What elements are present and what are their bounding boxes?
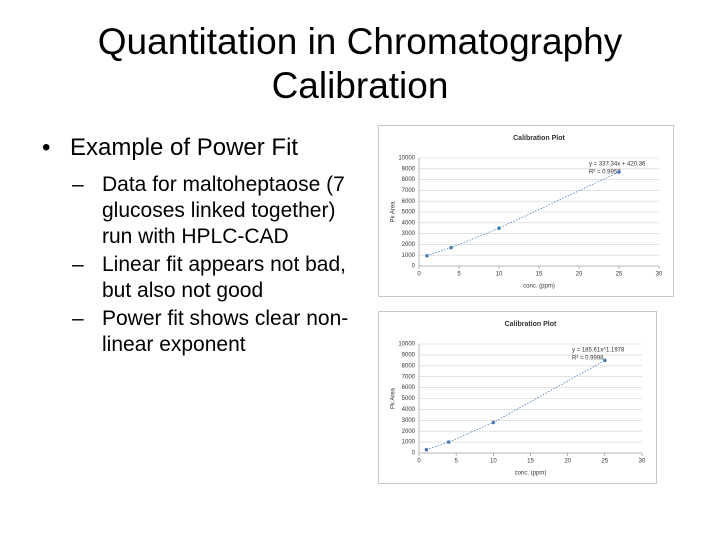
y-tick-label: 3000 [402,418,416,424]
annotation: y = 337.34x + 420.36 [589,162,646,168]
x-tick-label: 5 [457,272,461,278]
annotation: R² = 0.9957 [589,170,621,176]
y-tick-label: 0 [412,264,416,270]
bullet: Example of Power Fit [42,134,299,162]
slide-title: Quantitation in Chromatography Calibrati… [97,21,623,106]
annotation: y = 185.61x^1.1978 [572,348,625,354]
bullet-text: Example of Power Fit [70,134,299,161]
y-tick-label: 1000 [402,440,416,446]
y-tick-label: 9000 [402,166,416,172]
chart-title: Calibration Plot [505,321,557,328]
y-tick-label: 7000 [402,374,416,380]
chart: Calibration Plot conc. (ppm) Pk Area 0 1000 2… [378,125,674,297]
data-point [424,447,429,452]
annotation: R² = 0.9998 [572,356,604,362]
x-tick-label: 0 [417,272,421,278]
chart: Calibration Plot conc. (ppm) Pk Area 0 1000 2… [378,311,657,484]
y-tick-label: 1000 [402,253,416,259]
x-tick-label: 15 [536,272,543,278]
y-tick-label: 4000 [402,220,416,226]
x-tick-label: 10 [490,459,497,465]
x-tick-label: 30 [656,272,663,278]
x-tick-label: 25 [616,272,623,278]
y-axis-label: Pk Area [391,201,397,223]
y-tick-label: 4000 [402,407,416,413]
x-tick-label: 10 [496,272,503,278]
y-tick-label: 7000 [402,188,416,194]
x-tick-label: 20 [564,459,571,465]
y-tick-label: 9000 [402,352,416,358]
x-axis-label: conc. (ppm) [523,284,555,290]
y-tick-label: 5000 [402,210,416,216]
sub-bullet: Power fit shows clear non-linear exponen… [72,306,364,358]
x-tick-label: 15 [527,459,534,465]
y-axis-label: Pk Area [391,387,397,409]
trend-line [426,171,620,257]
data-point [617,170,621,174]
sub-bullet: Data for maltoheptaose (7 glucoses linke… [72,172,364,250]
x-tick-label: 30 [639,459,646,465]
y-tick-label: 8000 [402,363,416,369]
x-tick-label: 5 [454,459,458,465]
y-tick-label: 10000 [398,342,415,348]
x-tick-label: 25 [601,459,608,465]
y-tick-label: 2000 [402,429,416,435]
y-tick-label: 6000 [402,199,416,205]
data-point [603,358,607,363]
data-point [497,226,501,230]
data-point [491,420,496,425]
x-tick-label: 20 [576,272,583,278]
x-tick-label: 0 [417,459,421,465]
y-tick-label: 5000 [402,396,416,402]
data-point [449,245,453,250]
data-point [446,440,451,444]
y-tick-label: 6000 [402,385,416,391]
y-tick-label: 10000 [398,156,415,162]
y-tick-label: 3000 [402,231,416,237]
y-tick-label: 8000 [402,177,416,183]
x-axis-label: conc. (ppm) [515,471,547,477]
y-tick-label: 2000 [402,242,416,248]
y-tick-label: 0 [412,451,416,457]
chart-title: Calibration Plot [513,135,565,142]
sub-bullets: Data for maltoheptaose (7 glucoses linke… [72,172,364,360]
data-point [425,253,429,258]
sub-bullet: Linear fit appears not bad, but also not… [72,252,364,304]
trend-line [426,360,606,451]
